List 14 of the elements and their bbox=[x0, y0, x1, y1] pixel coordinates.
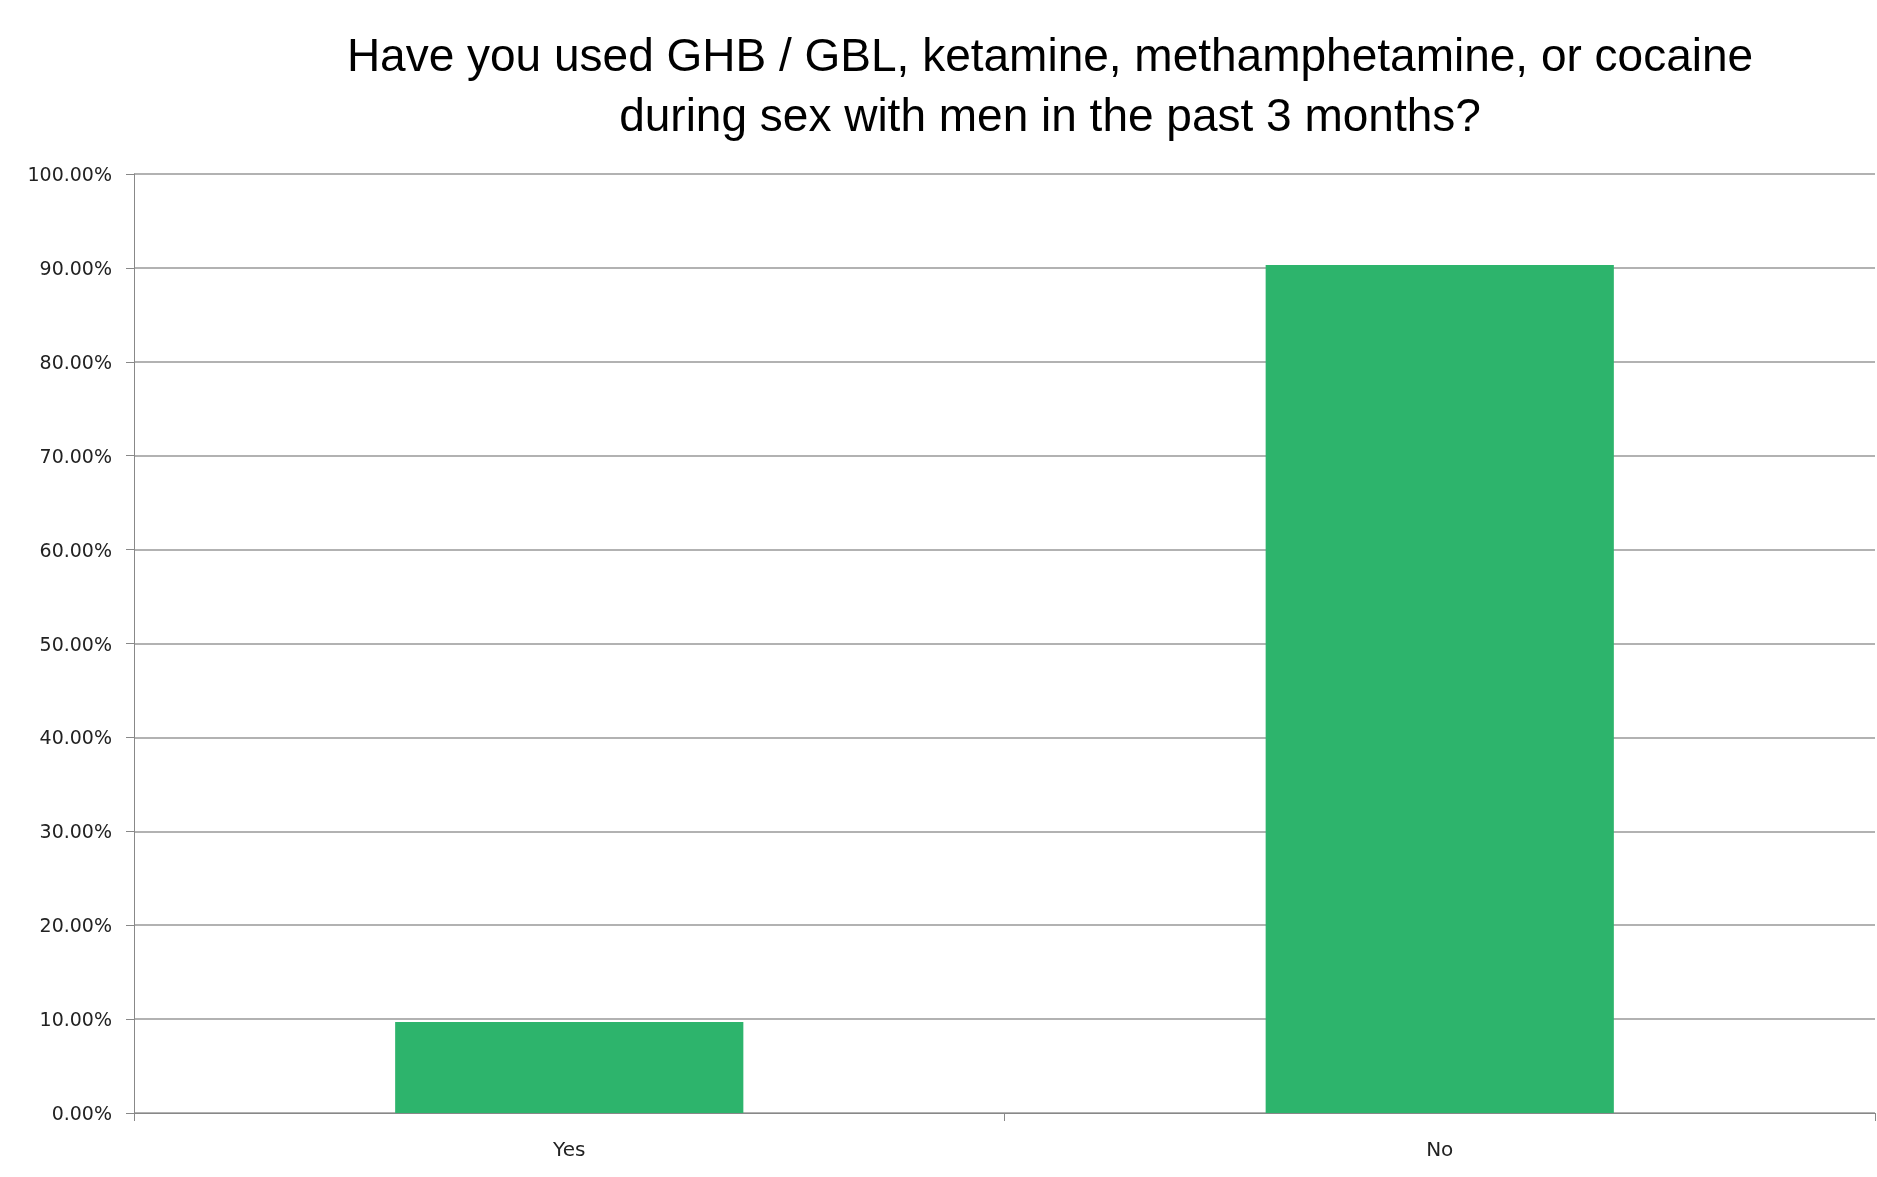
x-tick-label: No bbox=[1426, 1137, 1454, 1161]
y-tick-label: 50.00% bbox=[39, 632, 112, 655]
y-tick-label: 80.00% bbox=[39, 350, 112, 373]
y-tick-label: 40.00% bbox=[39, 726, 112, 749]
y-tick-label: 100.00% bbox=[27, 163, 112, 185]
y-tick-label: 20.00% bbox=[39, 914, 112, 937]
y-tick-label: 10.00% bbox=[39, 1008, 112, 1031]
y-tick-label: 60.00% bbox=[39, 538, 112, 561]
y-tick-label: 90.00% bbox=[39, 256, 112, 279]
chart-title: Have you used GHB / GBL, ketamine, methamphetamine, or cocaine during sex with men in the past 3 months? bbox=[346, 29, 1754, 141]
y-tick-label: 70.00% bbox=[39, 444, 112, 467]
y-tick-label: 0.00% bbox=[51, 1102, 112, 1124]
y-tick-label: 30.00% bbox=[39, 820, 112, 843]
x-tick-label: Yes bbox=[552, 1137, 586, 1161]
